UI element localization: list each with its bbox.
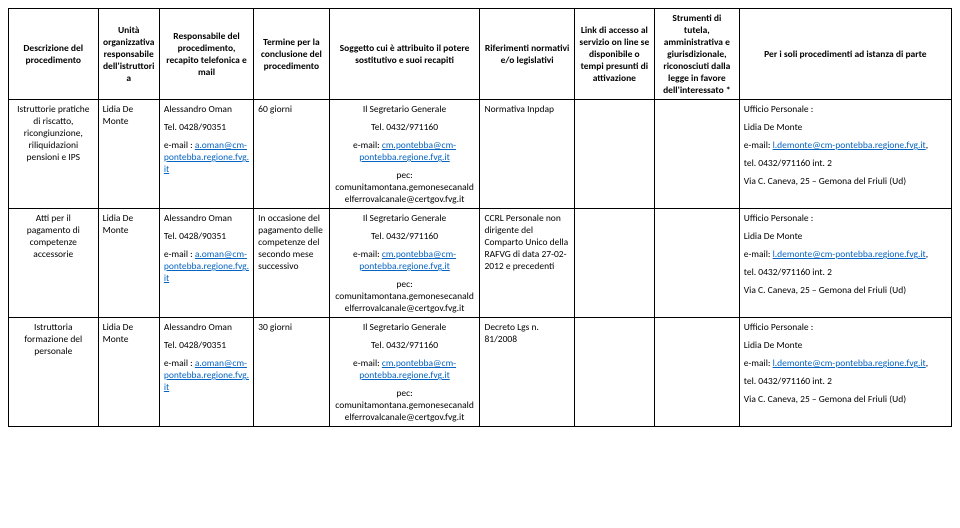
cell-unit: Lidia De Monte xyxy=(98,209,159,318)
parte-email-link[interactable]: l.demonte@cm-pontebba.regione.fvg.it xyxy=(773,248,926,260)
resp-name: Alessandro Oman xyxy=(164,321,249,333)
sogg-pec-label: pec: xyxy=(334,169,476,181)
parte-addr: Via C. Caneva, 25 – Gemona del Friuli (U… xyxy=(744,393,947,405)
parte-email-link[interactable]: l.demonte@cm-pontebba.regione.fvg.it xyxy=(773,139,926,151)
cell-desc: Atti per il pagamento di competenze acce… xyxy=(9,209,99,318)
th-strum: Strumenti di tutela, amministrativa e gi… xyxy=(654,9,739,100)
parte-tel2: tel. 0432/971160 int. 2 xyxy=(744,157,947,169)
cell-rif: Normativa Inpdap xyxy=(480,100,574,209)
cell-sogg: Il Segretario Generale Tel. 0432/971160 e-… xyxy=(329,100,480,209)
table-row: Istruttoria formazione del personaleLidi… xyxy=(9,318,952,427)
parte-office: Ufficio Personale : xyxy=(744,103,947,115)
cell-link xyxy=(574,318,654,427)
resp-name: Alessandro Oman xyxy=(164,212,249,224)
resp-tel: Tel. 0428/90351 xyxy=(164,230,249,242)
parte-email-line: e-mail: l.demonte@cm-pontebba.regione.fv… xyxy=(744,248,947,260)
sogg-email-line: e-mail: cm.pontebba@cm-pontebba.regione.… xyxy=(334,357,476,381)
sogg-email-line: e-mail: cm.pontebba@cm-pontebba.regione.… xyxy=(334,139,476,163)
sogg-tel: Tel. 0432/971160 xyxy=(334,230,476,242)
table-row: Atti per il pagamento di competenze acce… xyxy=(9,209,952,318)
procedures-table: Descrizione del procedimento Unità organ… xyxy=(8,8,952,427)
resp-email-line: e-mail : a.oman@cm-pontebba.regione.fvg.… xyxy=(164,139,249,175)
cell-resp: Alessandro Oman Tel. 0428/90351 e-mail : a… xyxy=(159,209,253,318)
sogg-title: Il Segretario Generale xyxy=(334,212,476,224)
cell-parte: Ufficio Personale : Lidia De Monte e-mail:… xyxy=(739,318,951,427)
table-header-row: Descrizione del procedimento Unità organ… xyxy=(9,9,952,100)
th-resp: Responsabile del procedimento, recapito … xyxy=(159,9,253,100)
th-rif: Riferimenti normativi e/o legislativi xyxy=(480,9,574,100)
parte-addr: Via C. Caneva, 25 – Gemona del Friuli (U… xyxy=(744,284,947,296)
parte-email-line: e-mail: l.demonte@cm-pontebba.regione.fv… xyxy=(744,357,947,369)
cell-parte: Ufficio Personale : Lidia De Monte e-mail:… xyxy=(739,100,951,209)
parte-name: Lidia De Monte xyxy=(744,230,947,242)
cell-unit: Lidia De Monte xyxy=(98,100,159,209)
th-term: Termine per la conclusione del procedime… xyxy=(254,9,329,100)
cell-strum xyxy=(654,100,739,209)
cell-link xyxy=(574,100,654,209)
sogg-pec-label: pec: xyxy=(334,387,476,399)
th-parte: Per i soli procedimenti ad istanza di pa… xyxy=(739,9,951,100)
th-link: Link di accesso al servizio on line se d… xyxy=(574,9,654,100)
cell-resp: Alessandro Oman Tel. 0428/90351 e-mail : a… xyxy=(159,318,253,427)
resp-email-link[interactable]: a.oman@cm-pontebba.regione.fvg.it xyxy=(164,248,249,284)
parte-name: Lidia De Monte xyxy=(744,339,947,351)
parte-email-line: e-mail: l.demonte@cm-pontebba.regione.fv… xyxy=(744,139,947,151)
resp-tel: Tel. 0428/90351 xyxy=(164,339,249,351)
cell-rif: Decreto Lgs n. 81/2008 xyxy=(480,318,574,427)
sogg-email-link[interactable]: cm.pontebba@cm-pontebba.regione.fvg.it xyxy=(359,248,456,272)
parte-tel2: tel. 0432/971160 int. 2 xyxy=(744,266,947,278)
parte-tel2: tel. 0432/971160 int. 2 xyxy=(744,375,947,387)
resp-email-line: e-mail : a.oman@cm-pontebba.regione.fvg.… xyxy=(164,357,249,393)
cell-desc: Istruttorie pratiche di riscatto, ricong… xyxy=(9,100,99,209)
sogg-title: Il Segretario Generale xyxy=(334,103,476,115)
cell-parte: Ufficio Personale : Lidia De Monte e-mail:… xyxy=(739,209,951,318)
sogg-pec: comunitamontana.gemonesecanaldelferroval… xyxy=(334,290,476,314)
cell-link xyxy=(574,209,654,318)
table-row: Istruttorie pratiche di riscatto, ricong… xyxy=(9,100,952,209)
parte-office: Ufficio Personale : xyxy=(744,212,947,224)
sogg-pec: comunitamontana.gemonesecanaldelferroval… xyxy=(334,399,476,423)
resp-name: Alessandro Oman xyxy=(164,103,249,115)
sogg-pec: comunitamontana.gemonesecanaldelferroval… xyxy=(334,181,476,205)
cell-term: 30 giorni xyxy=(254,318,329,427)
cell-sogg: Il Segretario Generale Tel. 0432/971160 e-… xyxy=(329,209,480,318)
parte-office: Ufficio Personale : xyxy=(744,321,947,333)
cell-unit: Lidia De Monte xyxy=(98,318,159,427)
cell-strum xyxy=(654,209,739,318)
sogg-email-link[interactable]: cm.pontebba@cm-pontebba.regione.fvg.it xyxy=(359,139,456,163)
sogg-pec-label: pec: xyxy=(334,278,476,290)
sogg-email-link[interactable]: cm.pontebba@cm-pontebba.regione.fvg.it xyxy=(359,357,456,381)
th-desc: Descrizione del procedimento xyxy=(9,9,99,100)
sogg-email-line: e-mail: cm.pontebba@cm-pontebba.regione.… xyxy=(334,248,476,272)
resp-email-link[interactable]: a.oman@cm-pontebba.regione.fvg.it xyxy=(164,357,249,393)
cell-term: 60 giorni xyxy=(254,100,329,209)
parte-name: Lidia De Monte xyxy=(744,121,947,133)
sogg-title: Il Segretario Generale xyxy=(334,321,476,333)
parte-email-link[interactable]: l.demonte@cm-pontebba.regione.fvg.it xyxy=(773,357,926,369)
resp-tel: Tel. 0428/90351 xyxy=(164,121,249,133)
cell-desc: Istruttoria formazione del personale xyxy=(9,318,99,427)
th-unit: Unità organizzativa responsabile dell'is… xyxy=(98,9,159,100)
cell-sogg: Il Segretario Generale Tel. 0432/971160 e-… xyxy=(329,318,480,427)
parte-addr: Via C. Caneva, 25 – Gemona del Friuli (U… xyxy=(744,175,947,187)
resp-email-line: e-mail : a.oman@cm-pontebba.regione.fvg.… xyxy=(164,248,249,284)
cell-strum xyxy=(654,318,739,427)
resp-email-link[interactable]: a.oman@cm-pontebba.regione.fvg.it xyxy=(164,139,249,175)
sogg-tel: Tel. 0432/971160 xyxy=(334,121,476,133)
cell-resp: Alessandro Oman Tel. 0428/90351 e-mail : a… xyxy=(159,100,253,209)
sogg-tel: Tel. 0432/971160 xyxy=(334,339,476,351)
cell-term: In occasione del pagamento delle compete… xyxy=(254,209,329,318)
cell-rif: CCRL Personale non dirigente del Compart… xyxy=(480,209,574,318)
th-sogg: Soggetto cui è attribuito il potere sost… xyxy=(329,9,480,100)
